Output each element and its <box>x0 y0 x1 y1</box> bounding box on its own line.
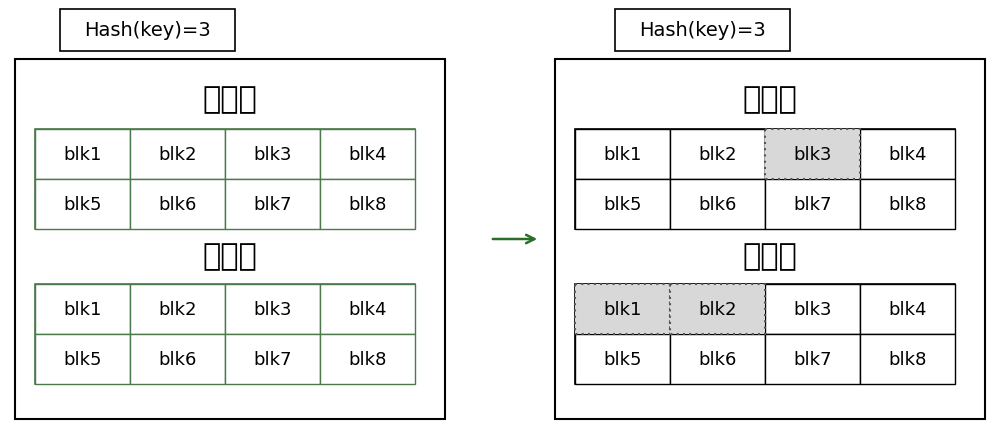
Text: 基本块: 基本块 <box>203 85 257 114</box>
Bar <box>765 130 860 180</box>
Text: blk6: blk6 <box>698 350 737 368</box>
Bar <box>765 180 860 230</box>
Text: blk1: blk1 <box>63 146 102 164</box>
Text: Hash(key)=3: Hash(key)=3 <box>84 21 211 40</box>
Bar <box>225 130 320 180</box>
Bar <box>15 60 445 419</box>
Bar <box>555 60 985 419</box>
Bar <box>320 180 415 230</box>
Bar <box>35 130 415 230</box>
Bar <box>575 284 955 384</box>
Text: 溢出块: 溢出块 <box>203 242 257 271</box>
Text: blk6: blk6 <box>158 350 197 368</box>
Text: blk6: blk6 <box>158 196 197 214</box>
Bar <box>575 284 670 334</box>
Bar <box>765 334 860 384</box>
Text: blk2: blk2 <box>698 146 737 164</box>
Bar <box>320 130 415 180</box>
Bar <box>35 334 130 384</box>
Bar <box>670 180 765 230</box>
Text: blk2: blk2 <box>698 300 737 318</box>
Bar <box>225 284 320 334</box>
Text: blk7: blk7 <box>253 196 292 214</box>
Bar <box>575 130 670 180</box>
Text: blk5: blk5 <box>603 350 642 368</box>
Bar <box>860 334 955 384</box>
Text: blk8: blk8 <box>888 196 927 214</box>
Text: blk8: blk8 <box>348 196 387 214</box>
Text: blk3: blk3 <box>253 146 292 164</box>
Bar <box>130 334 225 384</box>
Text: blk7: blk7 <box>793 350 832 368</box>
Bar <box>615 10 790 52</box>
Bar <box>670 284 765 334</box>
Bar <box>35 284 130 334</box>
Bar <box>860 180 955 230</box>
Bar <box>320 334 415 384</box>
Text: blk4: blk4 <box>348 300 387 318</box>
Text: blk5: blk5 <box>63 196 102 214</box>
Bar <box>670 334 765 384</box>
Bar <box>35 130 130 180</box>
Bar <box>765 130 860 180</box>
Bar <box>130 180 225 230</box>
Bar <box>670 284 765 334</box>
Bar <box>575 130 955 230</box>
Text: blk2: blk2 <box>158 146 197 164</box>
Text: blk2: blk2 <box>158 300 197 318</box>
Text: blk4: blk4 <box>888 146 927 164</box>
Bar <box>765 284 860 334</box>
Bar <box>860 284 955 334</box>
Text: blk4: blk4 <box>348 146 387 164</box>
Bar <box>60 10 235 52</box>
Text: blk3: blk3 <box>253 300 292 318</box>
Text: blk6: blk6 <box>698 196 737 214</box>
Bar <box>860 130 955 180</box>
Bar <box>670 130 765 180</box>
Bar <box>575 180 670 230</box>
Bar <box>320 284 415 334</box>
Bar <box>575 334 670 384</box>
Text: blk8: blk8 <box>348 350 387 368</box>
Text: blk5: blk5 <box>63 350 102 368</box>
Text: blk1: blk1 <box>63 300 102 318</box>
Bar <box>225 180 320 230</box>
Bar <box>575 284 670 334</box>
Text: 溢出块: 溢出块 <box>743 242 797 271</box>
Text: blk1: blk1 <box>603 300 642 318</box>
Bar <box>130 130 225 180</box>
Text: blk7: blk7 <box>253 350 292 368</box>
Text: blk3: blk3 <box>793 146 832 164</box>
Text: blk7: blk7 <box>793 196 832 214</box>
Bar <box>130 284 225 334</box>
Text: blk4: blk4 <box>888 300 927 318</box>
Bar <box>35 180 130 230</box>
Text: blk3: blk3 <box>793 300 832 318</box>
Text: blk8: blk8 <box>888 350 927 368</box>
Bar <box>35 284 415 384</box>
Text: blk5: blk5 <box>603 196 642 214</box>
Text: Hash(key)=3: Hash(key)=3 <box>639 21 766 40</box>
Bar <box>225 334 320 384</box>
Text: 基本块: 基本块 <box>743 85 797 114</box>
Text: blk1: blk1 <box>603 146 642 164</box>
